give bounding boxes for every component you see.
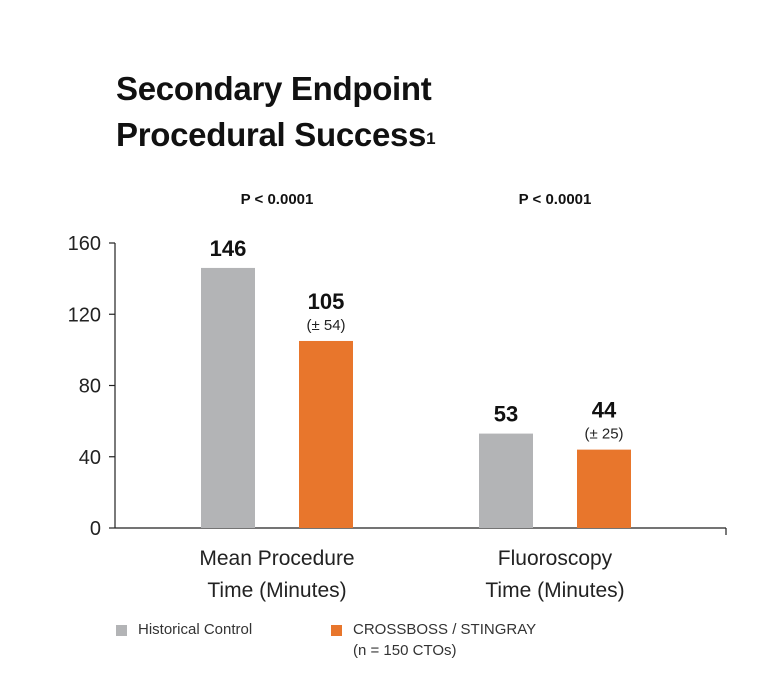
- bar: [299, 340, 353, 528]
- y-tick-label: 40: [79, 447, 101, 469]
- x-category-label-line2: Time (Minutes): [485, 579, 624, 602]
- chart-title: Secondary Endpoint Procedural Success1: [116, 66, 436, 158]
- title-footnote-marker: 1: [426, 129, 436, 148]
- x-category-label-line2: Time (Minutes): [207, 579, 346, 602]
- y-tick-label: 160: [68, 233, 101, 255]
- legend-swatch-historical-control: [116, 625, 127, 636]
- p-value-label: P < 0.0001: [519, 191, 592, 208]
- y-tick-label: 80: [79, 376, 101, 398]
- bar: [201, 267, 255, 528]
- legend-label-historical-control: Historical Control: [138, 621, 253, 638]
- x-category-label-line1: Mean Procedure: [199, 547, 354, 570]
- x-category-label-line1: Fluoroscopy: [498, 547, 613, 570]
- bar-value-label: 105: [308, 289, 345, 314]
- p-value-label: P < 0.0001: [241, 191, 314, 208]
- bar-sd-label: (± 25): [584, 426, 623, 443]
- y-tick-label: 0: [90, 518, 101, 540]
- legend-label-crossboss-stingray: CROSSBOSS / STINGRAY: [353, 621, 537, 638]
- bar: [577, 449, 631, 528]
- bar-value-label: 44: [592, 398, 617, 423]
- chart-title-line2: Procedural Success: [116, 116, 427, 153]
- bar-value-label: 146: [210, 236, 247, 261]
- bar: [479, 433, 533, 528]
- y-tick-label: 120: [68, 304, 101, 326]
- legend-swatch-crossboss-stingray: [331, 625, 342, 636]
- bar-chart: 0 40 80 120 160 P < 0.0001 146 105 (± 54) Mean Pr…: [68, 191, 727, 602]
- chart-title-line1: Secondary Endpoint: [116, 70, 432, 107]
- legend-sublabel-crossboss-stingray: (n = 150 CTOs): [353, 642, 457, 659]
- bar-sd-label: (± 54): [306, 317, 345, 334]
- bar-value-label: 53: [494, 402, 518, 427]
